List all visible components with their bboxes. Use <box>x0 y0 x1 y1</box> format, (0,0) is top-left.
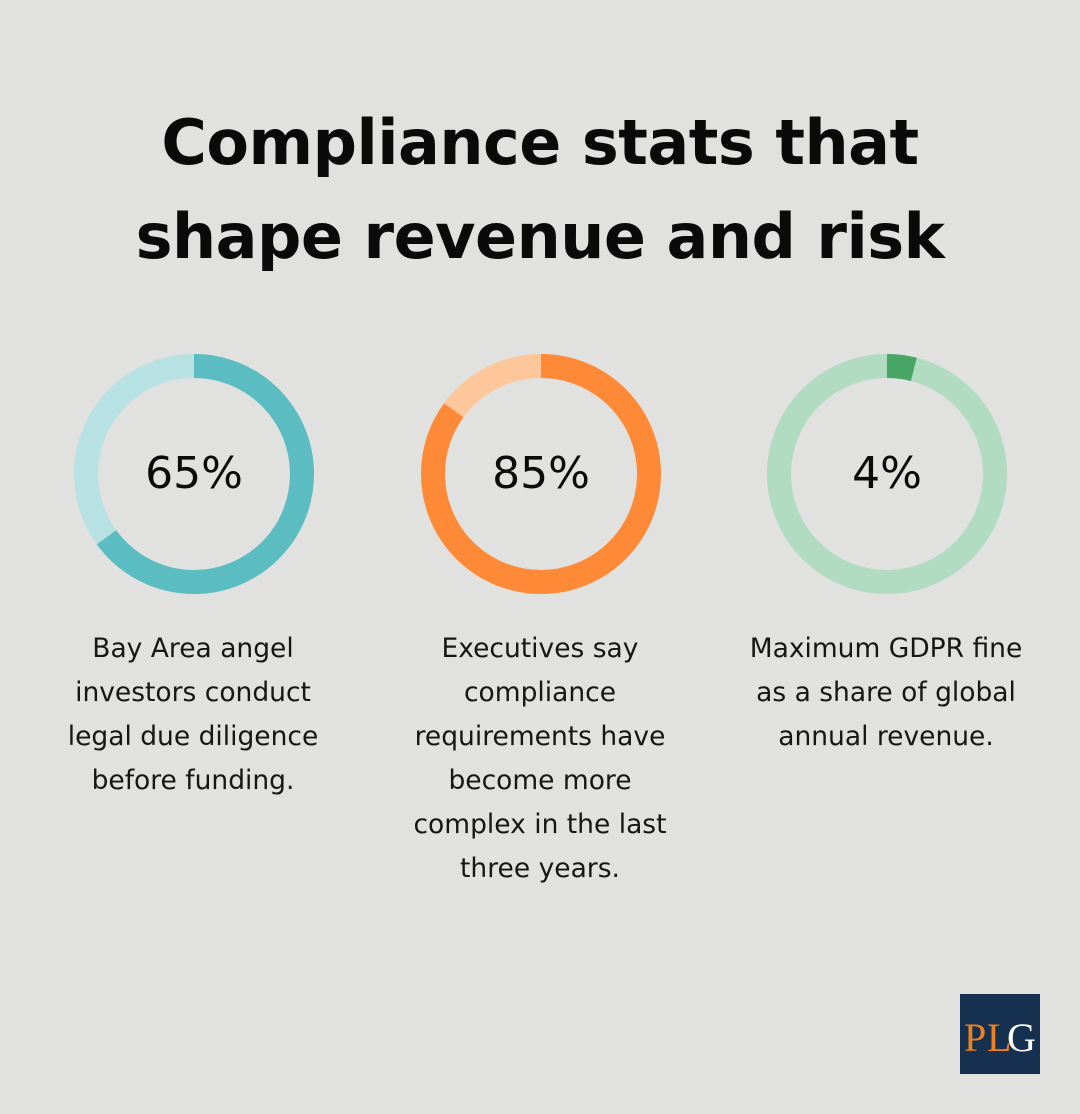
description-line: before funding. <box>91 765 295 796</box>
donut-chart-3: 4% <box>766 353 1008 595</box>
description-line: become more <box>448 765 632 796</box>
title-line-1: Compliance stats that <box>161 106 919 179</box>
donut-value-arc-1 <box>74 354 314 594</box>
logo-letter-g: G <box>1007 1015 1036 1060</box>
donut-svg-2 <box>421 354 661 594</box>
stat-value-1: 65% <box>145 448 243 499</box>
donut-value-arc-2 <box>421 354 661 594</box>
description-line: Bay Area angel <box>92 633 294 664</box>
description-line: legal due diligence <box>67 721 319 752</box>
donut-chart-2: 85% <box>420 353 662 595</box>
logo-letter-l: L <box>987 1015 1011 1060</box>
page-title: Compliance stats that shape revenue and … <box>0 96 1080 284</box>
plg-logo-mark: P L G <box>964 1015 1036 1060</box>
stat-description-1: Bay Area angel investors conduct legal d… <box>20 627 366 803</box>
description-line: complex in the last <box>413 809 667 840</box>
description-line: Maximum GDPR fine <box>749 633 1023 664</box>
description-line: Executives say <box>441 633 639 664</box>
stat-description-3: Maximum GDPR fine as a share of global a… <box>713 627 1059 759</box>
description-line: as a share of global <box>756 677 1016 708</box>
description-line: annual revenue. <box>778 721 994 752</box>
description-line: compliance <box>463 677 617 708</box>
description-line: requirements have <box>414 721 666 752</box>
description-line: three years. <box>460 853 620 884</box>
donut-svg-1 <box>74 354 314 594</box>
stat-value-3: 4% <box>852 448 922 499</box>
title-line-2: shape revenue and risk <box>135 200 945 273</box>
donut-chart-1: 65% <box>73 353 315 595</box>
donut-value-arc-3 <box>767 354 1007 594</box>
description-line: investors conduct <box>75 677 311 708</box>
stat-value-2: 85% <box>492 448 590 499</box>
donut-svg-3 <box>767 354 1007 594</box>
stat-description-2: Executives say compliance requirements h… <box>367 627 713 891</box>
plg-logo: P L G <box>960 994 1040 1074</box>
logo-letter-p: P <box>964 1015 986 1060</box>
